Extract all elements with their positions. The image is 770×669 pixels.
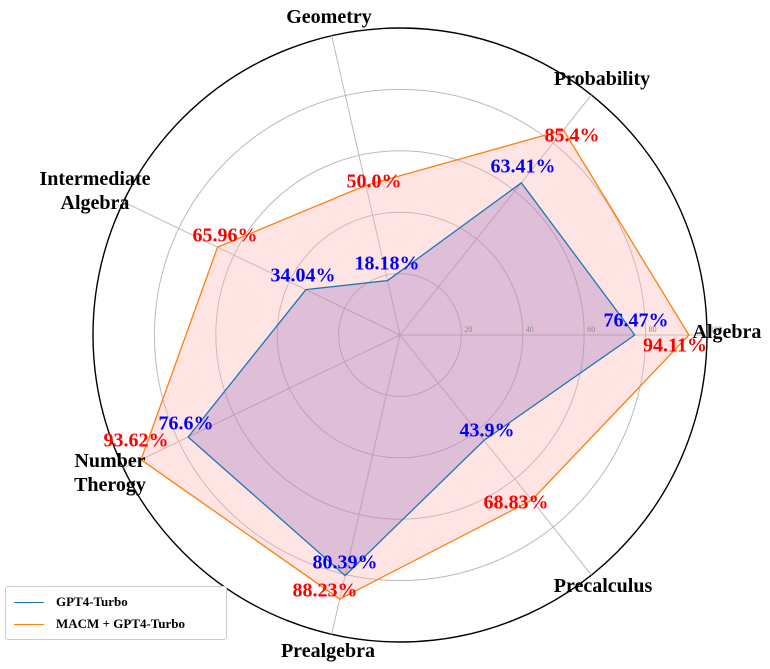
- value-label-layer: 76.47% 63.41% 18.18% 34.04% 76.6% 80.39% 43.9%…: [104, 125, 707, 602]
- legend-label-macm: MACM + GPT4-Turbo: [56, 616, 185, 631]
- data-label: 76.47%: [604, 310, 669, 332]
- data-label: 50.0%: [347, 171, 402, 193]
- grid-layer: [92, 27, 708, 643]
- legend-label-gpt4: GPT4-Turbo: [56, 594, 128, 609]
- series-area-1: [141, 130, 689, 600]
- data-label: 85.4%: [545, 125, 600, 147]
- legend-item-macm: MACM + GPT4-Turbo: [14, 615, 185, 633]
- data-label: 76.6%: [159, 413, 214, 435]
- axis-label: Algebra: [693, 321, 762, 343]
- series-layer: [140, 129, 690, 600]
- data-label: 88.23%: [293, 580, 358, 602]
- legend-swatch-macm: [14, 623, 44, 625]
- axis-label: Probability: [554, 68, 650, 90]
- series-line-1: [140, 129, 690, 600]
- legend: GPT4-Turbo MACM + GPT4-Turbo: [5, 586, 227, 640]
- data-label: 94.11%: [643, 335, 707, 357]
- data-label: 80.39%: [313, 552, 378, 574]
- spoke-line: [399, 334, 592, 576]
- tick-label: 80: [649, 325, 657, 334]
- data-label: 34.04%: [271, 265, 336, 287]
- tick-label: 20: [464, 325, 472, 334]
- tick-layer: 20 40 60 80 100: [464, 325, 722, 334]
- axis-label: Intermediate Algebra: [39, 168, 150, 214]
- series-line-0: [187, 181, 636, 577]
- axis-label: Precalculus: [554, 575, 653, 597]
- legend-swatch-gpt4: [14, 601, 44, 603]
- data-label: 63.41%: [491, 156, 556, 178]
- axis-label-layer: Algebra Probability Geometry Intermediate Al…: [39, 6, 761, 662]
- data-label: 65.96%: [193, 225, 258, 247]
- axis-label: Geometry: [286, 6, 372, 28]
- tick-label: 100: [710, 325, 722, 334]
- data-label: 18.18%: [355, 253, 420, 275]
- data-label: 93.62%: [104, 430, 169, 452]
- spoke-line: [399, 94, 592, 336]
- tick-label: 40: [526, 325, 534, 334]
- series-area-0: [188, 182, 635, 576]
- axis-label: Number Therogy: [74, 450, 146, 496]
- spoke-line: [123, 201, 401, 336]
- axis-label: Prealgebra: [281, 640, 375, 662]
- spoke-line: [123, 334, 401, 469]
- data-label: 68.83%: [484, 492, 549, 514]
- spoke-line: [331, 334, 401, 635]
- tick-label: 60: [587, 325, 595, 334]
- data-label: 43.9%: [460, 420, 515, 442]
- legend-item-gpt4: GPT4-Turbo: [14, 593, 128, 611]
